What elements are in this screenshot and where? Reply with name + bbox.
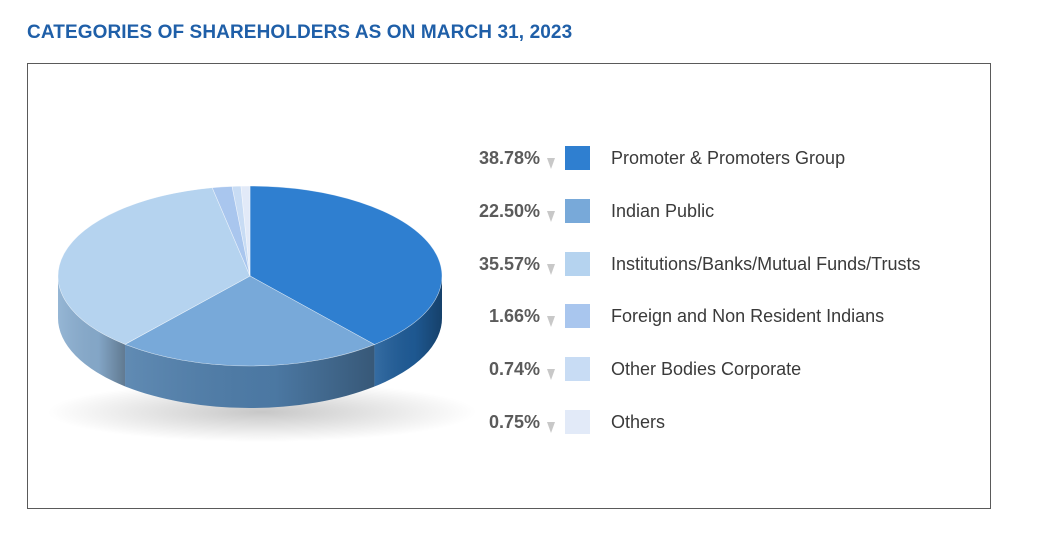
legend-swatch	[565, 357, 590, 382]
legend-label: Other Bodies Corporate	[611, 359, 802, 380]
legend-label: Foreign and Non Resident Indians	[611, 306, 885, 327]
legend-pointer-icon	[547, 316, 555, 328]
legend-item: 38.78% Promoter & Promoters Group	[440, 146, 1000, 172]
legend-item: 1.66% Foreign and Non Resident Indians	[440, 304, 1000, 330]
legend-pointer-icon	[547, 263, 555, 275]
legend-percentage: 35.57%	[478, 253, 540, 274]
legend-item: 35.57% Institutions/Banks/Mutual Funds/Tr…	[440, 251, 1000, 278]
pie-slice-0	[249, 185, 443, 345]
legend-label: Indian Public	[611, 200, 715, 221]
legend-label: Promoter & Promoters Group	[611, 148, 846, 168]
legend-swatch	[565, 251, 590, 276]
pie-slice-2	[57, 187, 251, 345]
legend-percentage: 0.74%	[488, 359, 540, 380]
legend-percentage: 38.78%	[478, 148, 540, 168]
pie-side-shade-2	[58, 276, 126, 387]
chart-title: CATEGORIES OF SHAREHOLDERS AS ON MARCH 3…	[27, 22, 573, 43]
pie-side-shade-1	[125, 344, 375, 409]
pie-slice-5	[240, 185, 251, 277]
pie-shadow	[47, 382, 477, 442]
legend-swatch	[565, 410, 590, 434]
legend-item: 0.75% Others	[440, 410, 1000, 436]
legend-pointer-icon	[547, 158, 555, 169]
legend-item: 0.74% Other Bodies Corporate	[440, 357, 1000, 383]
legend-percentage: 0.75%	[488, 412, 540, 432]
legend-swatch	[565, 146, 590, 170]
legend-pointer-icon	[547, 369, 555, 381]
legend-label: Institutions/Banks/Mutual Funds/Trusts	[611, 253, 921, 274]
legend-pointer-icon	[547, 210, 555, 222]
legend-item: 22.50% Indian Public	[440, 198, 1000, 225]
legend-swatch	[565, 198, 590, 223]
legend-swatch	[565, 304, 590, 329]
pie-side-shade-0	[374, 276, 442, 387]
legend-pointer-icon	[547, 422, 555, 433]
pie-slice-1	[124, 275, 376, 367]
legend-percentage: 1.66%	[488, 306, 540, 327]
legend-label: Others	[611, 412, 666, 432]
legend-percentage: 22.50%	[478, 200, 540, 221]
